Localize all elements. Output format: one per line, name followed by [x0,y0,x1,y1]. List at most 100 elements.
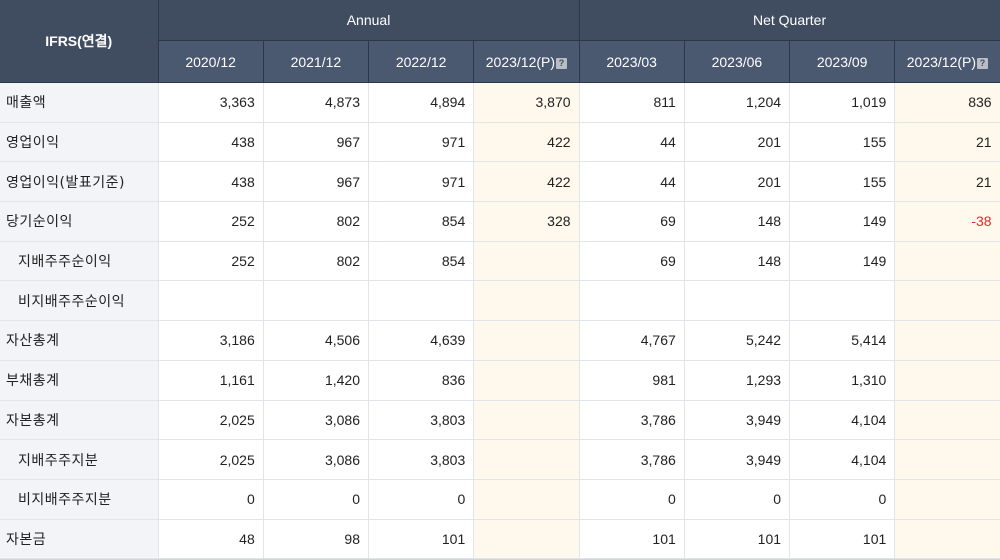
value-cell: 101 [579,519,685,559]
value-cell: 101 [684,519,791,559]
value-cell: 98 [263,519,370,559]
period-label: 2023/03 [606,53,657,70]
value-cell: 438 [158,122,264,163]
value-cell: 3,786 [579,400,685,441]
table-row: 지배주주지분 2,025 3,086 3,803 3,786 3,949 4,104 [0,439,1000,480]
value-cell [894,320,1000,361]
value-cell [894,280,1000,322]
period-header: 2023/06 [684,40,791,83]
value-cell: 967 [263,122,370,163]
value-cell: 252 [158,201,264,242]
value-cell [894,479,1000,520]
value-cell [158,280,264,322]
value-cell: 854 [368,241,475,282]
value-cell: 328 [473,201,580,242]
value-cell: 44 [579,161,685,203]
value-cell: 201 [684,161,791,203]
value-cell: 48 [158,519,264,559]
value-cell: 854 [368,201,475,242]
table-row: 비지배주주순이익 [0,280,1000,322]
value-cell: 44 [579,122,685,163]
value-cell: 3,786 [579,439,685,480]
period-label: 2023/12(P) [485,53,556,70]
row-label: 자본총계 [0,400,159,441]
value-cell [894,241,1000,282]
period-label: 2023/09 [816,53,868,70]
value-cell: 4,104 [789,439,896,480]
value-cell: 148 [684,241,791,282]
value-cell: 3,803 [368,439,475,480]
value-cell: 0 [368,479,475,520]
value-cell: 1,204 [684,82,791,123]
value-cell: 69 [579,241,685,282]
value-cell: 3,086 [263,400,370,441]
value-cell: 3,949 [684,439,791,480]
value-cell: 1,420 [263,360,370,401]
value-cell: 4,767 [579,320,685,361]
value-cell [473,400,580,441]
period-header: 2022/12 [368,40,475,83]
value-cell: 981 [579,360,685,401]
value-cell: 3,086 [263,439,370,480]
value-cell: 0 [263,479,370,520]
row-label: 부채총계 [0,360,159,401]
value-cell: 0 [579,479,685,520]
value-cell: 967 [263,161,370,203]
value-cell: 3,363 [158,82,264,123]
period-label: 2023/06 [711,53,763,70]
period-label: 2020/12 [185,53,236,70]
row-label: 지배주주지분 [0,439,159,480]
value-cell: 5,414 [789,320,896,361]
value-cell: 148 [684,201,791,242]
value-cell [263,280,370,322]
value-cell [894,519,1000,559]
value-cell [579,280,685,322]
value-cell: 422 [473,122,580,163]
table-row: 자본총계 2,025 3,086 3,803 3,786 3,949 4,104 [0,400,1000,441]
value-cell: 155 [789,161,896,203]
help-icon[interactable]: ? [556,57,568,69]
value-cell: 3,949 [684,400,791,441]
value-cell: 21 [894,122,1000,163]
value-cell: 836 [894,82,1000,123]
period-label: 2021/12 [290,53,342,70]
value-cell: 69 [579,201,685,242]
value-cell: -38 [894,201,1000,242]
row-label: 자본금 [0,519,159,559]
value-cell: 101 [789,519,896,559]
period-header: 2023/09 [789,40,896,83]
value-cell [473,519,580,559]
annual-header: Annual [158,0,580,41]
value-cell [894,400,1000,441]
value-cell: 3,803 [368,400,475,441]
value-cell: 3,186 [158,320,264,361]
row-label: 매출액 [0,82,159,123]
value-cell: 252 [158,241,264,282]
row-label: 비지배주주순이익 [0,280,159,322]
table-row: 당기순이익 252 802 854 328 69 148 149 -38 [0,201,1000,242]
value-cell: 101 [368,519,475,559]
table-row: 영업이익(발표기준) 438 967 971 422 44 201 155 21 [0,161,1000,203]
value-cell: 2,025 [158,400,264,441]
value-cell: 1,161 [158,360,264,401]
period-label: 2023/12(P) [906,53,977,70]
table-row: 매출액 3,363 4,873 4,894 3,870 811 1,204 1,019 836 [0,82,1000,123]
value-cell: 438 [158,161,264,203]
row-label: 당기순이익 [0,201,159,242]
row-label: 영업이익(발표기준) [0,161,159,203]
table-body: 매출액 3,363 4,873 4,894 3,870 811 1,204 1,019 836 영… [0,82,1000,559]
value-cell [473,439,580,480]
value-cell: 4,639 [368,320,475,361]
value-cell: 971 [368,161,475,203]
header-period-row: 2020/12 2021/12 2022/12 2023/12(P)? 2023/03 2… [0,40,1000,83]
value-cell [894,439,1000,480]
table-row: 자본금 48 98 101 101 101 101 [0,519,1000,559]
value-cell: 4,894 [368,82,475,123]
help-icon[interactable]: ? [977,57,989,69]
value-cell [684,280,791,322]
value-cell: 3,870 [473,82,580,123]
value-cell: 0 [684,479,791,520]
value-cell: 0 [789,479,896,520]
period-label: 2022/12 [395,53,447,70]
value-cell: 1,310 [789,360,896,401]
